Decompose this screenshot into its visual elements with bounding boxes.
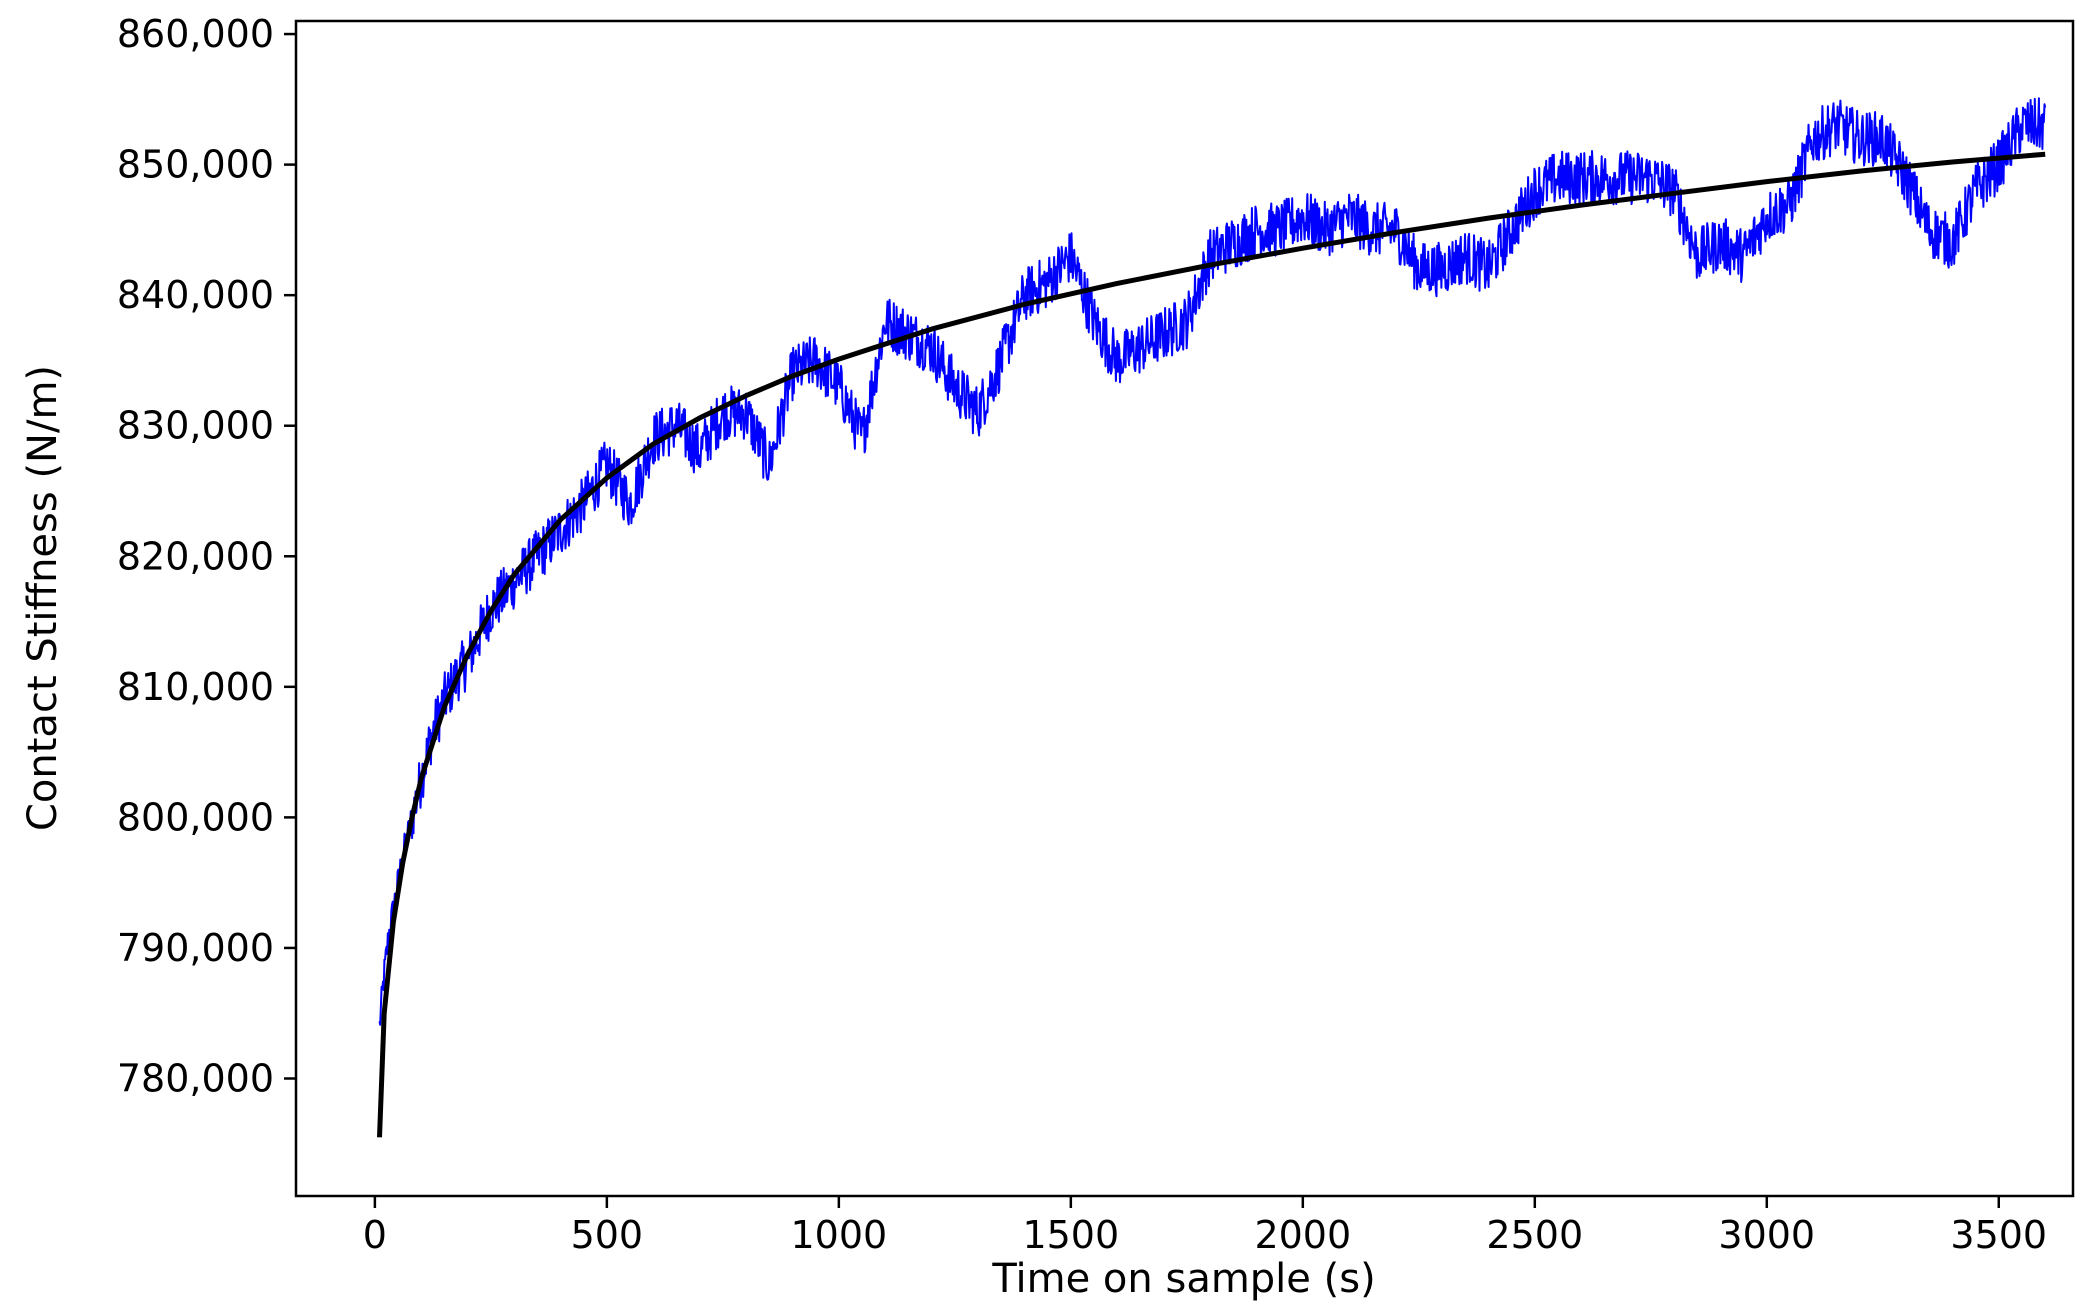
y-axis: 780,000 790,000 800,000 810,000 820,000 830,0…: [117, 12, 296, 1101]
x-tick-label: 500: [571, 1213, 644, 1257]
y-tick-label: 780,000: [117, 1057, 274, 1101]
x-tick-label: 2500: [1486, 1213, 1583, 1257]
plot-area: [377, 97, 2047, 1138]
y-tick-label: 810,000: [117, 665, 274, 709]
plot-frame: [294, 19, 2075, 1198]
y-tick-label: 820,000: [117, 534, 274, 578]
x-tick-label: 1500: [1022, 1213, 1119, 1257]
x-axis-label: Time on sample (s): [991, 1256, 1375, 1302]
y-tick-label: 850,000: [117, 143, 274, 187]
y-tick-label: 840,000: [117, 273, 274, 317]
fit-curve-line: [377, 151, 2046, 1138]
x-tick-label: 0: [363, 1213, 387, 1257]
x-tick-label: 2000: [1254, 1213, 1351, 1257]
y-tick-label: 790,000: [117, 926, 274, 970]
y-tick-label: 860,000: [117, 12, 274, 56]
measured-data-line: [378, 97, 2047, 1026]
x-tick-label: 1000: [790, 1213, 887, 1257]
y-axis-label: Contact Stiffness (N/m): [20, 365, 66, 831]
series-layer: [377, 97, 2047, 1138]
y-tick-label: 800,000: [117, 795, 274, 839]
x-axis: 0 500 1000 1500 2000 2500 3000 3500: [363, 1196, 2047, 1257]
x-tick-label: 3000: [1718, 1213, 1815, 1257]
y-tick-label: 830,000: [117, 404, 274, 448]
x-tick-label: 3500: [1950, 1213, 2047, 1257]
